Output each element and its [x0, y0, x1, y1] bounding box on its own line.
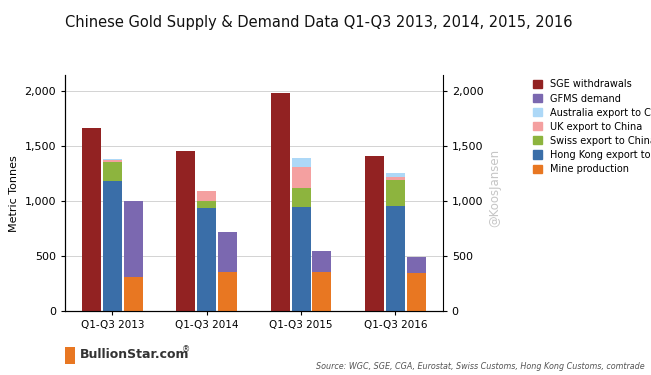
- Bar: [386, 177, 405, 180]
- Bar: [292, 188, 311, 207]
- Bar: [124, 201, 143, 277]
- Bar: [103, 162, 122, 181]
- Legend: SGE withdrawals, GFMS demand, Australia export to China, UK export to China, Swi: SGE withdrawals, GFMS demand, Australia …: [531, 78, 651, 176]
- Bar: [218, 272, 237, 311]
- Bar: [312, 251, 331, 272]
- Bar: [312, 272, 331, 311]
- Bar: [386, 173, 405, 177]
- Text: Chinese Gold Supply & Demand Data Q1-Q3 2013, 2014, 2015, 2016: Chinese Gold Supply & Demand Data Q1-Q3 …: [65, 15, 573, 30]
- Bar: [386, 180, 405, 206]
- Bar: [197, 208, 216, 311]
- Bar: [103, 160, 122, 162]
- Text: @KoosJansen: @KoosJansen: [488, 148, 501, 226]
- Bar: [407, 257, 426, 273]
- Text: ®: ®: [182, 345, 191, 354]
- Bar: [292, 207, 311, 311]
- Text: Source: WGC, SGE, CGA, Eurostat, Swiss Customs, Hong Kong Customs, comtrade: Source: WGC, SGE, CGA, Eurostat, Swiss C…: [316, 362, 644, 371]
- Bar: [407, 273, 426, 311]
- Bar: [271, 93, 290, 311]
- Y-axis label: Metric Tonnes: Metric Tonnes: [9, 155, 19, 231]
- Bar: [82, 128, 101, 311]
- Bar: [292, 167, 311, 188]
- Bar: [218, 232, 237, 272]
- Bar: [103, 181, 122, 311]
- Bar: [176, 152, 195, 311]
- Bar: [292, 158, 311, 167]
- Bar: [197, 192, 216, 201]
- Bar: [365, 156, 384, 311]
- Bar: [103, 159, 122, 160]
- Text: BullionStar.com: BullionStar.com: [79, 348, 189, 361]
- Bar: [197, 201, 216, 208]
- Bar: [124, 277, 143, 311]
- Bar: [386, 206, 405, 311]
